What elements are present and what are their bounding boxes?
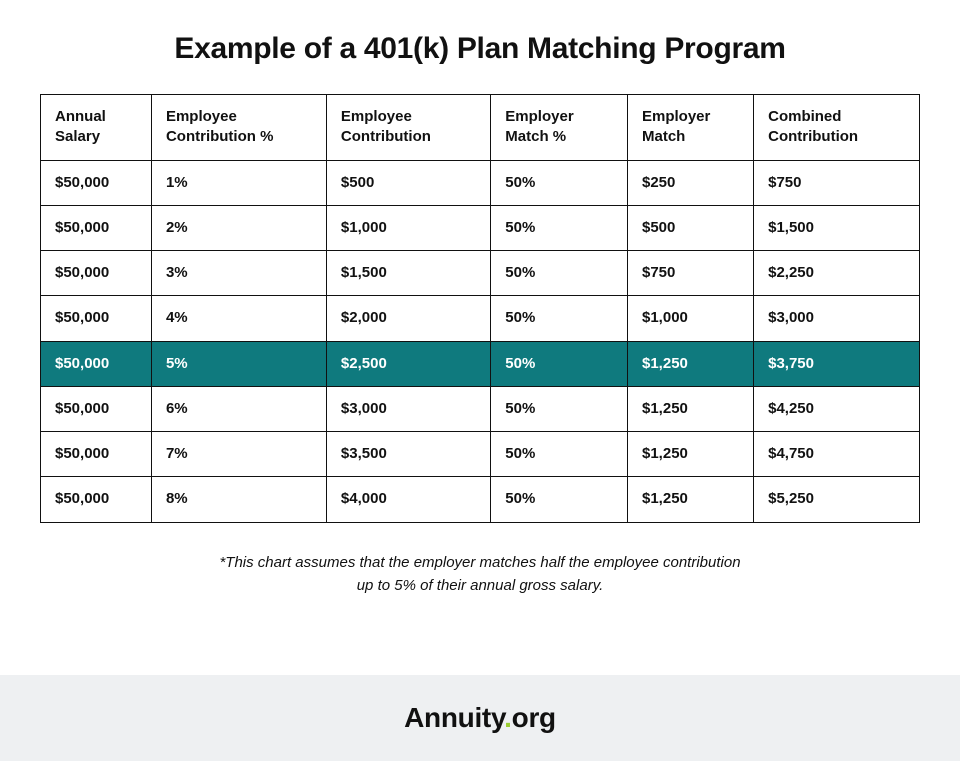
- table-header-row: Annual Salary Employee Contribution % Em…: [41, 95, 920, 161]
- table-row: $50,0001%$50050%$250$750: [41, 160, 920, 205]
- table-cell: 5%: [151, 341, 326, 386]
- table-cell: $50,000: [41, 160, 152, 205]
- col-employee-contrib: Employee Contribution: [326, 95, 490, 161]
- table-cell: $500: [628, 205, 754, 250]
- table-row: $50,0008%$4,00050%$1,250$5,250: [41, 477, 920, 522]
- table-cell: $500: [326, 160, 490, 205]
- page-title: Example of a 401(k) Plan Matching Progra…: [0, 32, 960, 66]
- table-cell: 7%: [151, 432, 326, 477]
- table-cell: 2%: [151, 205, 326, 250]
- table-cell: $1,250: [628, 477, 754, 522]
- table-cell: 50%: [491, 386, 628, 431]
- table-cell: $2,500: [326, 341, 490, 386]
- col-employer-match-pct: Employer Match %: [491, 95, 628, 161]
- page: Example of a 401(k) Plan Matching Progra…: [0, 0, 960, 761]
- col-employer-match: Employer Match: [628, 95, 754, 161]
- table-cell: $750: [754, 160, 920, 205]
- table-cell: $250: [628, 160, 754, 205]
- table-container: Annual Salary Employee Contribution % Em…: [0, 94, 960, 523]
- table-cell: $50,000: [41, 205, 152, 250]
- table-cell: 50%: [491, 432, 628, 477]
- table-cell: $3,000: [326, 386, 490, 431]
- brand-suffix: org: [512, 702, 556, 733]
- table-row: $50,0002%$1,00050%$500$1,500: [41, 205, 920, 250]
- table-cell: $50,000: [41, 251, 152, 296]
- table-cell: $1,000: [326, 205, 490, 250]
- table-cell: $4,750: [754, 432, 920, 477]
- table-cell: 1%: [151, 160, 326, 205]
- col-annual-salary: Annual Salary: [41, 95, 152, 161]
- matching-table: Annual Salary Employee Contribution % Em…: [40, 94, 920, 523]
- table-body: $50,0001%$50050%$250$750$50,0002%$1,0005…: [41, 160, 920, 522]
- footnote-line-1: *This chart assumes that the employer ma…: [219, 554, 740, 571]
- footnote-line-2: up to 5% of their annual gross salary.: [357, 577, 604, 594]
- table-cell: $5,250: [754, 477, 920, 522]
- brand-dot: .: [504, 702, 511, 733]
- table-cell: $50,000: [41, 477, 152, 522]
- table-cell: $50,000: [41, 432, 152, 477]
- table-cell: 8%: [151, 477, 326, 522]
- table-cell: $3,000: [754, 296, 920, 341]
- table-cell: 50%: [491, 160, 628, 205]
- table-cell: $1,500: [326, 251, 490, 296]
- table-cell: 50%: [491, 296, 628, 341]
- table-cell: $4,000: [326, 477, 490, 522]
- table-cell: $1,000: [628, 296, 754, 341]
- table-row: $50,0004%$2,00050%$1,000$3,000: [41, 296, 920, 341]
- col-employee-contrib-pct: Employee Contribution %: [151, 95, 326, 161]
- table-cell: 50%: [491, 341, 628, 386]
- col-combined-contrib: Combined Contribution: [754, 95, 920, 161]
- table-cell: $1,250: [628, 341, 754, 386]
- table-cell: $3,500: [326, 432, 490, 477]
- table-cell: $50,000: [41, 386, 152, 431]
- footnote: *This chart assumes that the employer ma…: [219, 551, 740, 598]
- table-cell: 6%: [151, 386, 326, 431]
- brand-name: Annuity: [404, 702, 504, 733]
- table-head: Annual Salary Employee Contribution % Em…: [41, 95, 920, 161]
- table-cell: $2,000: [326, 296, 490, 341]
- table-cell: $4,250: [754, 386, 920, 431]
- table-cell: $50,000: [41, 296, 152, 341]
- table-cell: $1,250: [628, 386, 754, 431]
- table-row: $50,0006%$3,00050%$1,250$4,250: [41, 386, 920, 431]
- table-cell: $1,500: [754, 205, 920, 250]
- footer-bar: Annuity.org: [0, 675, 960, 761]
- table-cell: 50%: [491, 205, 628, 250]
- table-row: $50,0003%$1,50050%$750$2,250: [41, 251, 920, 296]
- table-cell: $2,250: [754, 251, 920, 296]
- table-cell: $3,750: [754, 341, 920, 386]
- table-cell: 50%: [491, 477, 628, 522]
- table-cell: $50,000: [41, 341, 152, 386]
- table-row: $50,0005%$2,50050%$1,250$3,750: [41, 341, 920, 386]
- table-row: $50,0007%$3,50050%$1,250$4,750: [41, 432, 920, 477]
- brand-logo: Annuity.org: [404, 702, 556, 734]
- table-cell: 4%: [151, 296, 326, 341]
- table-cell: 3%: [151, 251, 326, 296]
- table-cell: 50%: [491, 251, 628, 296]
- table-cell: $1,250: [628, 432, 754, 477]
- table-cell: $750: [628, 251, 754, 296]
